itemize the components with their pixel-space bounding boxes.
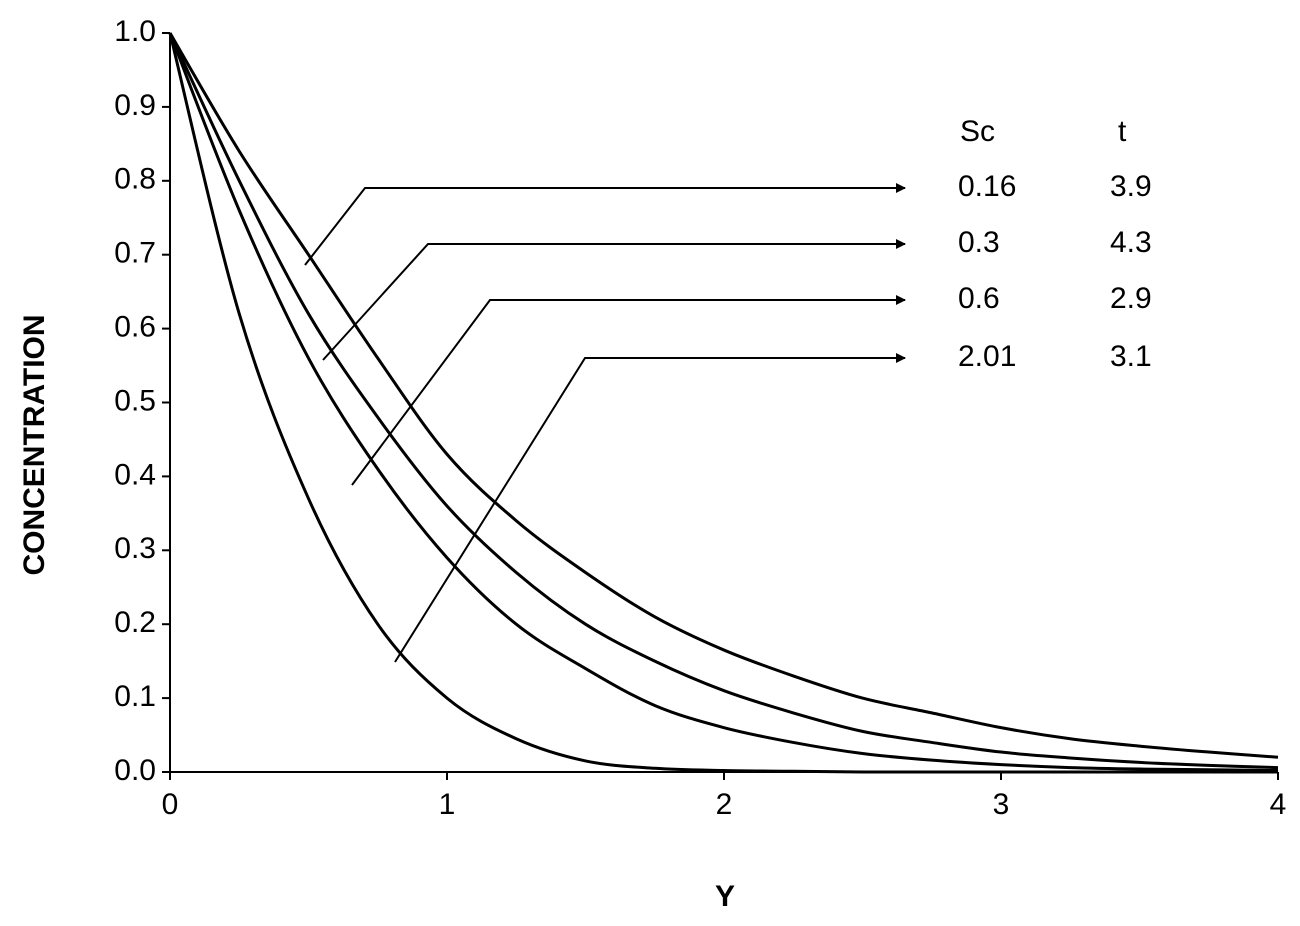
- x-tick-label: 0: [162, 788, 179, 821]
- y-tick-label: 0.9: [114, 89, 156, 122]
- y-tick-label: 0.2: [114, 606, 156, 639]
- legend-t: 4.3: [1110, 226, 1152, 259]
- legend-sc: 2.01: [958, 340, 1016, 373]
- legend-sc: 0.16: [958, 170, 1016, 203]
- y-tick-label: 0.7: [114, 237, 156, 270]
- y-tick-label: 1.0: [114, 15, 156, 48]
- legend-t: 2.9: [1110, 282, 1152, 315]
- y-tick-label: 0.6: [114, 311, 156, 344]
- y-tick-label: 0.5: [114, 384, 156, 417]
- x-tick-label: 2: [716, 788, 733, 821]
- legend-sc: 0.3: [958, 226, 1000, 259]
- y-axis-title: CONCENTRATION: [18, 314, 51, 575]
- curve: [168, 32, 1279, 773]
- curve: [168, 32, 1279, 759]
- curve: [168, 32, 1278, 774]
- x-tick-label: 3: [993, 788, 1010, 821]
- leader-arrow: [351, 295, 906, 486]
- legend-t: 3.9: [1110, 170, 1152, 203]
- legend-header: Sc: [960, 115, 995, 148]
- x-tick-label: 1: [439, 788, 456, 821]
- y-tick-label: 0.4: [114, 458, 156, 491]
- x-tick-label: 4: [1270, 788, 1287, 821]
- y-tick-label: 0.3: [114, 532, 156, 565]
- y-tick-label: 0.1: [114, 680, 156, 713]
- legend-header: t: [1118, 115, 1127, 148]
- y-tick-label: 0.0: [114, 754, 156, 787]
- legend-t: 3.1: [1110, 340, 1152, 373]
- leader-arrow: [322, 239, 906, 361]
- leader-arrow: [394, 353, 906, 663]
- legend-sc: 0.6: [958, 282, 1000, 315]
- x-axis-title: Y: [715, 880, 735, 913]
- y-tick-label: 0.8: [114, 163, 156, 196]
- leader-arrow: [304, 183, 906, 266]
- curve: [168, 32, 1279, 770]
